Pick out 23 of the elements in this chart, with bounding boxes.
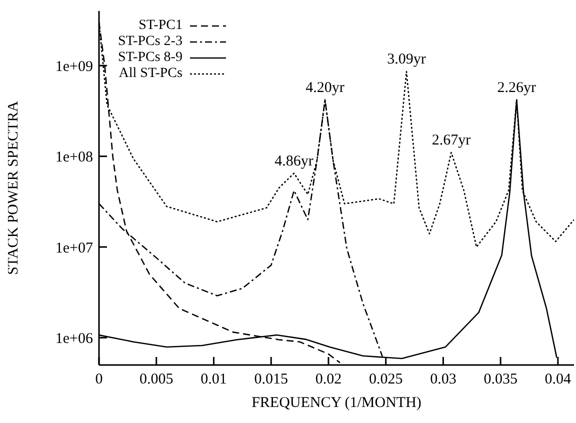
- legend-label: All ST-PCs: [118, 66, 182, 82]
- y-tick-label: 1e+07: [55, 240, 94, 256]
- y-tick-label: 1e+08: [55, 150, 93, 166]
- y-tick-label: 1e+06: [55, 331, 94, 348]
- annotation: 3.09yr: [387, 52, 426, 68]
- x-tick-label: 0.04: [544, 372, 572, 388]
- y-tick-label: 1e+09: [55, 58, 93, 75]
- legend-label: ST-PCs 8-9: [118, 50, 182, 66]
- x-axis-title: FREQUENCY (1/MONTH): [252, 395, 422, 411]
- annotation: 2.67yr: [432, 132, 471, 149]
- legend-label: ST-PC1: [138, 18, 182, 34]
- x-tick-label: 0.01: [200, 372, 227, 388]
- annotation: 2.26yr: [497, 80, 536, 96]
- annotation: 4.20yr: [306, 80, 344, 96]
- x-tick-label: 0.03: [430, 372, 456, 388]
- annotation: 4.86yr: [274, 153, 314, 170]
- x-tick-label: 0.02: [315, 372, 342, 388]
- x-tick-label: 0.035: [484, 372, 518, 388]
- x-tick-label: 0: [95, 372, 103, 388]
- legend-label: ST-PCs 2-3: [118, 34, 182, 50]
- x-tick-label: 0.015: [254, 372, 288, 388]
- x-tick-label: 0.005: [139, 372, 174, 388]
- x-tick-label: 0.025: [368, 372, 403, 388]
